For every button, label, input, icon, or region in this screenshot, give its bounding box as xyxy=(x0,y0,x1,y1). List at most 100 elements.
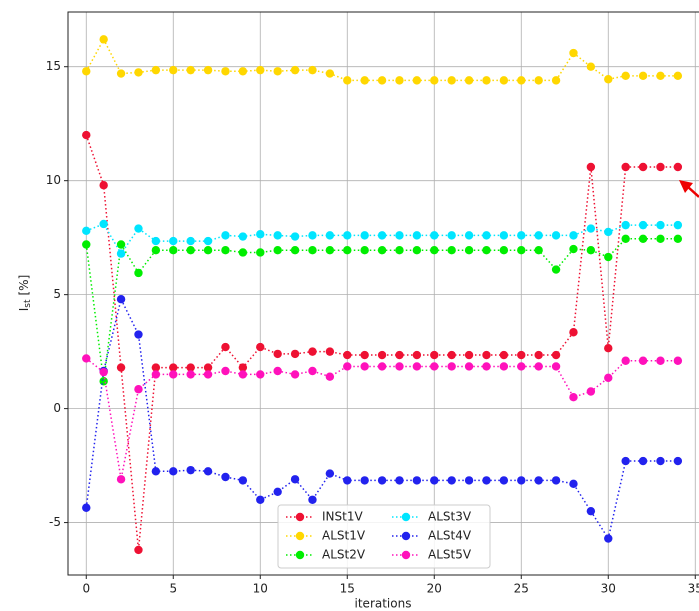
marker xyxy=(186,236,195,246)
marker xyxy=(116,363,126,372)
marker xyxy=(430,476,439,485)
marker xyxy=(325,469,335,478)
marker xyxy=(604,344,613,353)
marker xyxy=(569,231,578,240)
legend-marker xyxy=(401,531,411,541)
marker xyxy=(638,220,648,230)
legend-label: ALSt5V xyxy=(428,548,472,562)
marker xyxy=(604,75,613,84)
marker xyxy=(343,76,352,85)
marker xyxy=(360,231,369,240)
marker xyxy=(464,245,474,255)
marker xyxy=(221,366,230,376)
marker xyxy=(256,370,265,379)
marker xyxy=(377,76,387,85)
marker xyxy=(203,370,213,379)
legend-label: ALSt2V xyxy=(322,548,366,562)
marker xyxy=(621,234,630,243)
marker xyxy=(238,67,248,76)
marker xyxy=(482,476,491,485)
marker xyxy=(273,487,282,497)
marker xyxy=(412,231,422,240)
marker xyxy=(186,363,195,372)
marker xyxy=(586,387,596,396)
marker xyxy=(134,330,143,339)
x-axis-label: iterations xyxy=(355,597,412,611)
y-axis-label: Ist [%] xyxy=(17,275,33,312)
marker xyxy=(569,48,578,58)
marker xyxy=(203,363,213,372)
x-tick-label: 20 xyxy=(427,582,442,596)
marker xyxy=(116,240,126,249)
series-line xyxy=(85,238,678,382)
marker xyxy=(551,350,561,360)
marker xyxy=(377,245,387,255)
marker xyxy=(377,350,387,360)
marker xyxy=(569,393,578,402)
marker xyxy=(290,232,300,241)
marker xyxy=(343,362,352,371)
legend-box xyxy=(277,504,491,569)
marker xyxy=(464,76,474,85)
marker xyxy=(412,245,422,255)
y-tick-label: 0 xyxy=(53,401,61,415)
marker xyxy=(656,162,665,172)
marker xyxy=(151,245,161,255)
marker xyxy=(517,350,526,360)
marker xyxy=(447,231,456,240)
series-line xyxy=(85,37,678,82)
marker xyxy=(343,231,352,240)
marker xyxy=(273,245,282,255)
marker xyxy=(586,245,596,255)
marker xyxy=(551,231,561,240)
y-label-sub: st xyxy=(23,299,33,308)
marker xyxy=(604,252,613,262)
marker xyxy=(116,475,126,484)
marker xyxy=(482,231,491,240)
marker xyxy=(482,350,491,360)
marker xyxy=(308,347,317,356)
marker xyxy=(586,62,596,71)
marker xyxy=(499,350,509,360)
marker xyxy=(82,354,91,363)
marker xyxy=(186,245,195,255)
marker xyxy=(517,362,526,371)
marker xyxy=(482,76,491,85)
marker xyxy=(621,71,630,81)
marker xyxy=(464,350,474,360)
marker xyxy=(621,220,630,230)
plot xyxy=(82,35,683,555)
marker xyxy=(621,456,630,466)
marker xyxy=(99,219,108,229)
marker xyxy=(273,231,282,240)
marker xyxy=(621,356,630,365)
marker xyxy=(134,224,143,233)
marker xyxy=(447,476,456,485)
marker xyxy=(325,231,335,240)
marker xyxy=(186,370,195,379)
marker xyxy=(308,65,317,75)
legend-marker xyxy=(401,512,411,522)
marker xyxy=(656,456,665,466)
marker xyxy=(221,67,230,76)
marker xyxy=(290,370,300,379)
marker xyxy=(203,245,213,255)
marker xyxy=(517,76,526,85)
x-tick-label: 5 xyxy=(169,582,177,596)
y-tick-label: 10 xyxy=(46,173,61,187)
marker xyxy=(82,130,91,140)
marker xyxy=(238,476,248,485)
marker xyxy=(517,476,526,485)
legend-marker xyxy=(295,512,305,522)
marker xyxy=(673,162,683,172)
marker xyxy=(256,248,265,257)
marker xyxy=(534,245,543,255)
marker xyxy=(395,350,404,360)
marker xyxy=(169,363,178,372)
marker xyxy=(638,356,648,365)
marker xyxy=(604,373,613,383)
marker xyxy=(238,232,248,241)
marker xyxy=(169,65,178,75)
marker xyxy=(412,76,422,85)
marker xyxy=(638,456,648,466)
